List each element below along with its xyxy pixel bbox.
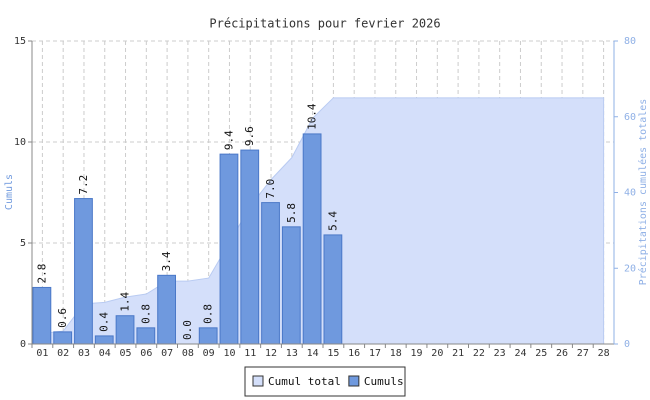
data-label: 0.0 bbox=[181, 320, 194, 340]
data-label: 0.8 bbox=[139, 304, 152, 324]
x-tick-label: 09 bbox=[203, 348, 215, 359]
y-axis-label: Cumuls bbox=[4, 174, 15, 210]
data-label: 10.4 bbox=[306, 103, 319, 130]
bar bbox=[53, 331, 73, 345]
data-label: 3.4 bbox=[160, 251, 173, 271]
data-label: 0.8 bbox=[202, 304, 215, 324]
data-label: 9.6 bbox=[243, 126, 256, 146]
x-tick-label: 08 bbox=[182, 348, 194, 359]
data-label: 0.4 bbox=[98, 312, 111, 332]
y-tick-label: 10 bbox=[14, 137, 26, 148]
y2-tick-label: 20 bbox=[624, 263, 636, 274]
x-tick-label: 18 bbox=[390, 348, 402, 359]
legend-swatch bbox=[348, 375, 360, 387]
bar bbox=[240, 149, 260, 345]
data-label: 5.4 bbox=[326, 211, 339, 231]
bar bbox=[94, 335, 114, 345]
x-tick-label: 20 bbox=[431, 348, 443, 359]
x-tick-label: 26 bbox=[556, 348, 568, 359]
x-tick-label: 02 bbox=[57, 348, 69, 359]
y-tick-label: 0 bbox=[20, 339, 26, 350]
x-tick-label: 15 bbox=[327, 348, 339, 359]
bar bbox=[219, 153, 239, 345]
bar bbox=[302, 133, 322, 345]
data-label: 5.8 bbox=[285, 203, 298, 223]
x-tick-label: 12 bbox=[265, 348, 277, 359]
x-tick-label: 03 bbox=[78, 348, 90, 359]
legend-label: Cumul total bbox=[268, 375, 341, 388]
data-label: 9.4 bbox=[222, 130, 235, 150]
legend-box bbox=[244, 366, 406, 397]
bar bbox=[198, 327, 218, 345]
x-tick-label: 25 bbox=[535, 348, 547, 359]
x-tick-label: 05 bbox=[120, 348, 132, 359]
data-label: 7.0 bbox=[264, 179, 277, 199]
y-tick-label: 15 bbox=[14, 36, 26, 47]
bar bbox=[281, 226, 301, 345]
x-tick-label: 24 bbox=[514, 348, 526, 359]
x-tick-label: 10 bbox=[223, 348, 235, 359]
x-tick-label: 11 bbox=[244, 348, 256, 359]
x-tick-label: 04 bbox=[99, 348, 111, 359]
bar bbox=[136, 327, 156, 345]
x-tick-label: 07 bbox=[161, 348, 173, 359]
bar bbox=[261, 202, 280, 345]
x-tick-label: 17 bbox=[369, 348, 381, 359]
x-tick-label: 19 bbox=[411, 348, 423, 359]
y2-tick-label: 80 bbox=[624, 36, 636, 47]
x-tick-label: 28 bbox=[598, 348, 610, 359]
x-tick-label: 06 bbox=[140, 348, 152, 359]
area bbox=[41, 97, 605, 345]
x-tick-label: 14 bbox=[307, 348, 319, 359]
x-tick-label: 13 bbox=[286, 348, 298, 359]
chart-title: Précipitations pour fevrier 2026 bbox=[209, 17, 440, 31]
legend-label: Cumuls bbox=[364, 375, 404, 388]
x-tick-label: 22 bbox=[473, 348, 485, 359]
y2-tick-label: 0 bbox=[624, 339, 630, 350]
data-label: 7.2 bbox=[77, 175, 90, 195]
data-label: 2.8 bbox=[35, 264, 48, 284]
x-tick-label: 21 bbox=[452, 348, 464, 359]
bar bbox=[157, 274, 176, 345]
bar bbox=[74, 198, 93, 345]
x-tick-label: 16 bbox=[348, 348, 360, 359]
bar bbox=[115, 315, 135, 345]
y2-axis-label: Précipitations cumulées totales bbox=[637, 99, 649, 286]
y2-tick-label: 40 bbox=[624, 188, 636, 199]
data-label: 0.6 bbox=[56, 308, 69, 328]
x-tick-label: 27 bbox=[577, 348, 589, 359]
x-tick-label: 01 bbox=[36, 348, 48, 359]
x-tick-label: 23 bbox=[494, 348, 506, 359]
bar bbox=[323, 234, 343, 345]
data-label: 1.4 bbox=[119, 291, 132, 311]
bar bbox=[32, 286, 52, 345]
legend-swatch bbox=[252, 375, 264, 387]
y-tick-label: 5 bbox=[20, 238, 26, 249]
y2-tick-label: 60 bbox=[624, 112, 636, 123]
